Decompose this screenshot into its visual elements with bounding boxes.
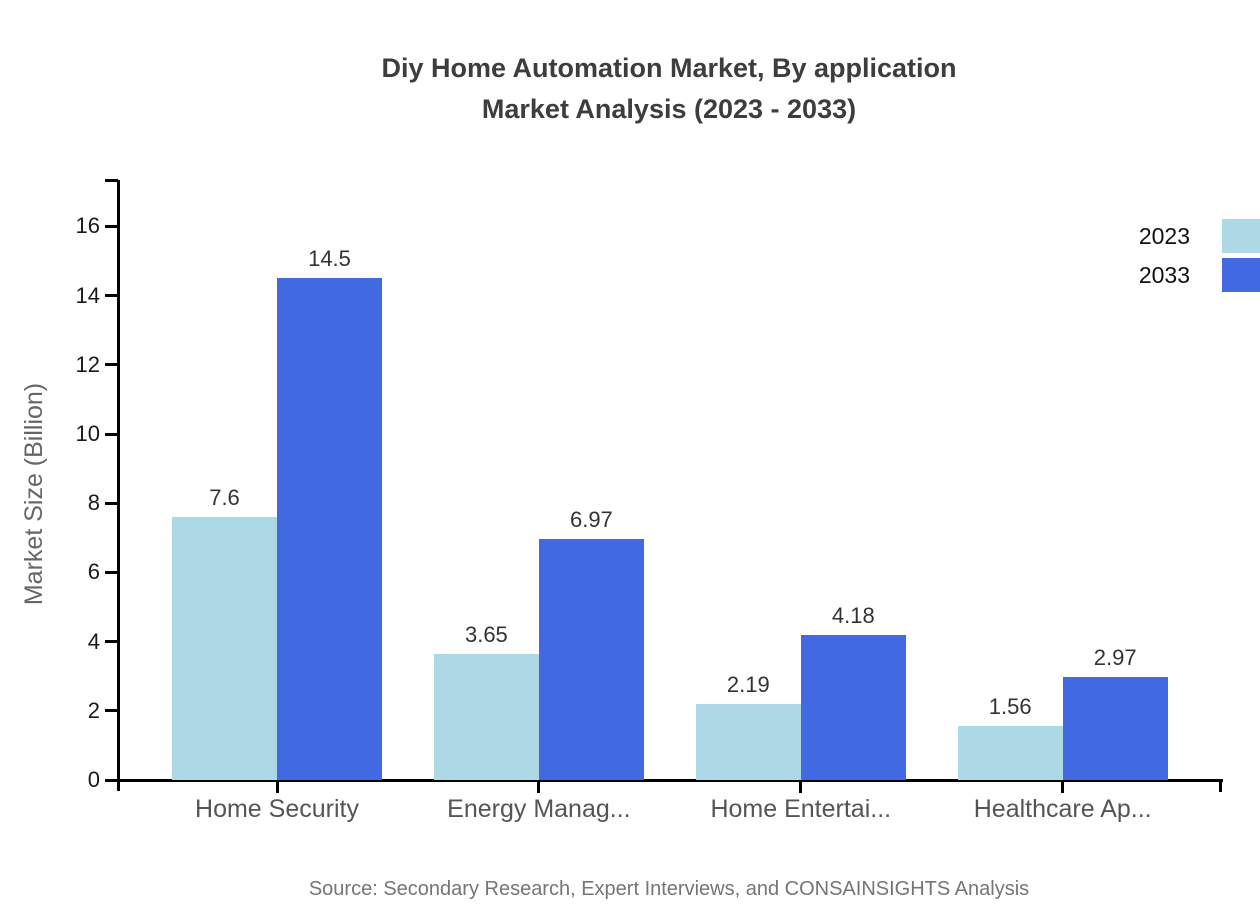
y-axis-spine xyxy=(117,180,120,791)
bar-2023-home-security xyxy=(172,517,277,780)
y-tick-label-2: 2 xyxy=(87,697,100,723)
bar-2033-energy-manag xyxy=(538,538,644,780)
y-tick-label-4: 4 xyxy=(87,628,100,654)
category-label-energy-manag: Energy Manag... xyxy=(447,795,631,823)
legend-item-2023: 2023 xyxy=(1139,219,1260,253)
bar-value-2023-home-entertai: 2.19 xyxy=(726,672,770,698)
chart-title-line1: Diy Home Automation Market, By applicati… xyxy=(381,53,957,83)
bar-2033-home-security xyxy=(277,278,382,780)
x-axis-end-tick xyxy=(1218,779,1222,792)
bar-2033-home-entertai xyxy=(800,635,906,780)
y-tick-label-10: 10 xyxy=(75,421,100,446)
y-tick-label-12: 12 xyxy=(75,351,100,377)
y-tick-2 xyxy=(105,709,118,713)
y-tick-6 xyxy=(105,570,118,574)
bar-value-2033-home-entertai: 4.18 xyxy=(831,603,875,629)
y-tick-16 xyxy=(105,224,118,228)
y-tick-8 xyxy=(105,501,118,505)
legend-swatch-2033 xyxy=(1222,258,1260,292)
bar-2033-healthcare-ap xyxy=(1062,677,1168,780)
chart-title-line2: Market Analysis (2023 - 2033) xyxy=(481,94,857,124)
bar-value-2033-healthcare-ap: 2.97 xyxy=(1093,645,1137,671)
legend-item-2033: 2033 xyxy=(1139,258,1260,292)
y-tick-12 xyxy=(105,363,118,367)
bar-2023-energy-manag xyxy=(433,653,539,780)
legend-swatch-2023 xyxy=(1222,219,1260,253)
x-tick-home-security xyxy=(275,782,279,793)
bar-value-2023-healthcare-ap: 1.56 xyxy=(988,694,1032,719)
x-tick-healthcare-ap xyxy=(1061,782,1065,793)
y-tick-4 xyxy=(105,640,118,644)
category-label-healthcare-ap: Healthcare Ap... xyxy=(973,795,1152,823)
legend: 2023 2033 xyxy=(1139,219,1260,297)
y-tick-label-6: 6 xyxy=(87,559,100,585)
y-axis-top-cap-tick xyxy=(105,179,118,182)
legend-label-2023: 2023 xyxy=(1138,222,1190,249)
bar-2023-home-entertai xyxy=(695,704,801,780)
bar-2023-healthcare-ap xyxy=(957,726,1063,780)
x-axis-spine xyxy=(117,779,1223,782)
chart-title: Diy Home Automation Market, By applicati… xyxy=(118,48,1220,130)
y-tick-14 xyxy=(105,294,118,298)
source-note: Source: Secondary Research, Expert Inter… xyxy=(308,878,1030,900)
x-tick-energy-manag xyxy=(537,782,541,793)
y-tick-10 xyxy=(105,432,118,436)
bar-value-2023-home-security: 7.6 xyxy=(209,485,240,510)
category-label-home-entertai: Home Entertai... xyxy=(710,795,892,823)
bar-value-2033-energy-manag: 6.97 xyxy=(569,506,613,532)
y-tick-label-14: 14 xyxy=(75,282,100,308)
y-tick-label-0: 0 xyxy=(87,767,100,792)
y-tick-0 xyxy=(105,778,118,782)
category-label-home-security: Home Security xyxy=(195,795,359,823)
x-tick-home-entertai xyxy=(799,782,803,793)
bar-value-2033-home-security: 14.5 xyxy=(308,246,351,272)
y-tick-label-8: 8 xyxy=(87,490,100,516)
y-tick-label-16: 16 xyxy=(75,213,100,239)
bar-value-2023-energy-manag: 3.65 xyxy=(464,621,508,647)
legend-label-2033: 2033 xyxy=(1138,261,1190,288)
